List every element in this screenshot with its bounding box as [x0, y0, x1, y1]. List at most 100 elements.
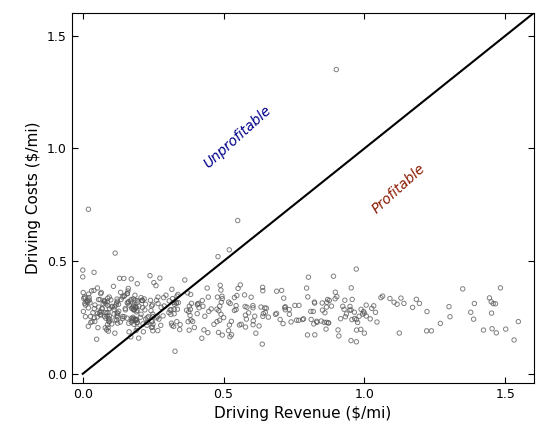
Point	[329, 273, 338, 280]
Point	[312, 319, 321, 326]
Point	[446, 313, 454, 320]
Point	[121, 306, 130, 313]
Point	[113, 309, 122, 316]
Point	[215, 317, 224, 324]
Point	[131, 304, 140, 311]
Point	[194, 300, 203, 307]
Point	[257, 304, 266, 311]
Point	[322, 319, 331, 326]
Point	[96, 311, 104, 318]
Point	[292, 317, 301, 324]
Point	[142, 322, 151, 329]
Point	[280, 304, 289, 311]
Point	[79, 289, 87, 296]
Point	[133, 280, 142, 287]
Point	[318, 307, 327, 314]
Point	[90, 305, 99, 312]
Point	[146, 297, 155, 304]
Point	[186, 312, 195, 319]
Point	[123, 290, 131, 297]
Point	[100, 298, 109, 305]
Point	[240, 291, 249, 298]
Point	[334, 333, 343, 340]
Point	[214, 329, 223, 336]
Point	[103, 298, 112, 305]
Point	[219, 314, 228, 321]
Point	[93, 313, 102, 320]
Point	[348, 316, 356, 323]
Point	[230, 294, 239, 301]
Point	[320, 319, 329, 326]
Point	[359, 308, 368, 315]
Point	[340, 297, 349, 304]
Point	[118, 293, 127, 301]
Point	[113, 313, 122, 320]
Point	[133, 325, 142, 332]
Point	[95, 309, 104, 316]
Point	[412, 296, 421, 303]
Point	[123, 290, 132, 297]
Point	[121, 305, 130, 312]
Point	[247, 293, 256, 301]
Point	[366, 315, 375, 323]
Point	[103, 295, 112, 302]
Point	[124, 287, 133, 294]
Point	[102, 326, 111, 333]
Point	[165, 297, 174, 304]
Point	[310, 320, 318, 327]
Point	[186, 291, 195, 298]
Point	[235, 322, 244, 329]
Point	[167, 319, 176, 326]
Point	[331, 289, 340, 296]
Point	[236, 281, 245, 288]
Point	[138, 304, 147, 311]
Point	[217, 286, 226, 293]
Point	[148, 321, 157, 328]
Point	[146, 272, 155, 279]
Point	[132, 316, 141, 323]
Point	[129, 316, 138, 323]
Point	[97, 289, 106, 296]
Point	[129, 306, 138, 313]
Point	[234, 285, 243, 292]
Point	[100, 297, 108, 304]
Point	[350, 309, 359, 316]
Point	[133, 297, 141, 304]
Point	[108, 304, 117, 311]
Point	[128, 314, 137, 321]
Point	[207, 305, 216, 312]
Point	[243, 304, 251, 311]
Point	[362, 301, 371, 308]
Point	[96, 308, 105, 315]
Point	[360, 330, 369, 337]
Point	[133, 307, 141, 314]
Point	[487, 298, 496, 305]
Point	[260, 304, 269, 312]
Point	[81, 301, 90, 308]
Text: Profitable: Profitable	[369, 161, 428, 216]
Point	[105, 312, 114, 319]
Point	[94, 324, 102, 331]
Point	[83, 299, 92, 306]
Point	[106, 296, 115, 303]
Point	[295, 302, 304, 309]
Point	[302, 285, 311, 292]
Point	[444, 303, 453, 310]
Point	[233, 292, 241, 299]
Point	[338, 303, 347, 310]
Point	[285, 311, 294, 318]
Point	[184, 308, 193, 315]
Point	[174, 299, 183, 306]
Point	[362, 312, 371, 319]
Text: Unprofitable: Unprofitable	[201, 103, 274, 171]
Point	[169, 323, 178, 330]
Point	[218, 332, 227, 339]
Point	[102, 315, 111, 322]
Point	[185, 303, 194, 310]
Point	[226, 333, 234, 340]
Point	[367, 305, 376, 312]
Point	[227, 318, 236, 325]
Point	[277, 287, 286, 294]
Point	[241, 312, 250, 319]
Point	[132, 304, 141, 311]
